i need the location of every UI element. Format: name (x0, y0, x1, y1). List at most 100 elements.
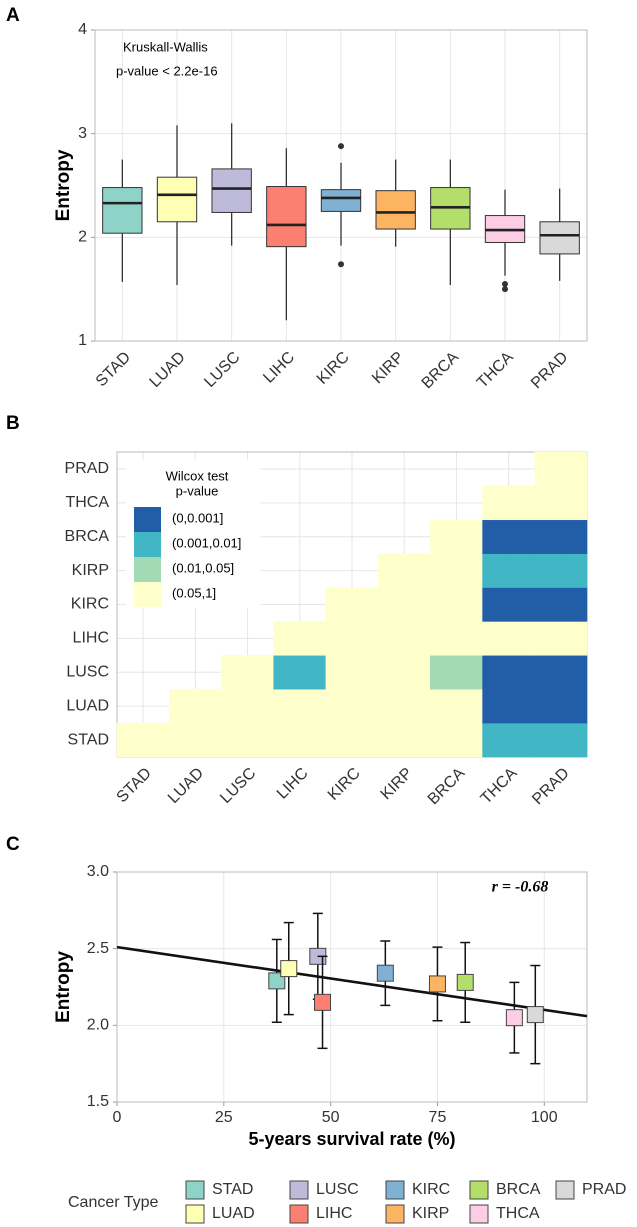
heatmap-cell (168, 722, 222, 758)
box (102, 187, 143, 234)
heatmap-cell (430, 621, 483, 656)
legend-key (469, 1180, 489, 1200)
heatmap-cell (377, 621, 431, 656)
x-tick-label: LIHC (260, 349, 298, 387)
y-tick-label: 2.5 (87, 940, 109, 957)
y-axis-label: Entropy (53, 951, 74, 1023)
x-tick-label: KIRC (314, 349, 353, 388)
legend-key (289, 1180, 309, 1200)
x-tick-label: PRAD (529, 765, 572, 808)
panel-label: C (6, 834, 20, 855)
x-tick-label: LUAD (165, 765, 207, 807)
heatmap-cell (377, 553, 431, 588)
box (266, 186, 307, 248)
x-tick-label: LUAD (147, 349, 189, 391)
y-tick-label: LUSC (66, 663, 109, 680)
x-tick-label: THCA (478, 765, 521, 808)
heatmap-cell (273, 688, 327, 724)
legend-title: Cancer Type (68, 1194, 159, 1211)
outlier (502, 286, 508, 293)
point (505, 1009, 523, 1027)
x-tick-label: 75 (429, 1109, 447, 1126)
heatmap-cell (168, 688, 222, 724)
heatmap-cell (534, 519, 588, 554)
heatmap-cell (325, 621, 379, 656)
legend-key (134, 532, 161, 557)
legend-label: (0.001,0.01] (172, 535, 241, 550)
heatmap-cell (221, 655, 274, 690)
x-tick-label: STAD (114, 765, 155, 806)
y-tick-label: 1.5 (87, 1093, 109, 1110)
heatmap-cell (482, 722, 536, 758)
annotation: r = -0.68 (492, 879, 549, 896)
legend-label: STAD (212, 1181, 253, 1198)
legend-label: LUAD (212, 1205, 255, 1222)
legend-label: LIHC (316, 1205, 352, 1222)
heatmap-cell (273, 621, 327, 656)
annotation: Kruskall-Wallis (123, 39, 208, 54)
y-tick-label: 2 (78, 229, 87, 246)
heatmap-cell (221, 722, 274, 758)
legend-title: Wilcox test (166, 468, 229, 483)
legend-title: p-value (176, 483, 219, 498)
point (376, 964, 394, 982)
heatmap-cell (482, 655, 536, 690)
box (320, 189, 362, 212)
legend-key (185, 1204, 205, 1224)
x-tick-label: STAD (93, 349, 134, 390)
outlier (338, 143, 344, 150)
heatmap-cell (482, 587, 536, 622)
legend-key (289, 1204, 309, 1224)
legend-label: KIRP (412, 1205, 449, 1222)
heatmap-cell (273, 722, 327, 758)
heatmap-cell (534, 451, 588, 487)
x-tick-label: 0 (113, 1109, 122, 1126)
regression-line (116, 945, 588, 1018)
legend-label: (0.01,0.05] (172, 560, 234, 575)
point (428, 975, 446, 993)
point (314, 993, 332, 1011)
heatmap-cell (534, 655, 588, 690)
outlier (338, 261, 344, 268)
legend-label: LUSC (316, 1181, 359, 1198)
y-tick-label: 2.0 (87, 1017, 109, 1034)
x-tick-label: 50 (322, 1109, 340, 1126)
heatmap-cell (377, 688, 431, 724)
heatmap-cell (377, 587, 431, 622)
legend-label: KIRC (412, 1181, 450, 1198)
y-tick-label: 1 (78, 332, 87, 349)
plot-border (94, 29, 588, 342)
x-tick-label: LUSC (217, 765, 259, 807)
legend-label: (0.05,1] (172, 585, 216, 600)
heatmap-cell (430, 722, 483, 758)
x-tick-label: KIRP (369, 349, 407, 387)
legend-key (555, 1180, 575, 1200)
heatmap-cell (534, 485, 588, 521)
heatmap-cell (482, 485, 536, 521)
y-tick-label: BRCA (65, 528, 110, 545)
heatmap-cell (430, 587, 483, 622)
y-tick-label: THCA (65, 494, 109, 511)
y-tick-label: KIRP (72, 562, 109, 579)
panel-label: A (6, 5, 20, 26)
heatmap-cell (534, 722, 588, 758)
heatmap-cell (221, 688, 274, 724)
y-tick-label: KIRC (71, 596, 109, 613)
x-axis-label: 5-years survival rate (%) (248, 1129, 455, 1149)
x-tick-label: PRAD (528, 349, 571, 392)
legend-key (134, 507, 161, 532)
heatmap-cell (534, 553, 588, 588)
y-tick-label: 3.0 (87, 863, 109, 880)
heatmap-cell (377, 722, 431, 758)
heatmap-cell (482, 553, 536, 588)
x-tick-label: LUSC (201, 349, 243, 391)
heatmap-cell (273, 655, 327, 690)
box (539, 221, 580, 255)
legend-key (185, 1180, 205, 1200)
box (375, 190, 416, 230)
legend-label: BRCA (496, 1181, 541, 1198)
x-tick-label: BRCA (425, 765, 469, 809)
x-tick-label: THCA (474, 349, 517, 392)
legend-label: PRAD (582, 1181, 626, 1198)
y-tick-label: STAD (68, 731, 109, 748)
